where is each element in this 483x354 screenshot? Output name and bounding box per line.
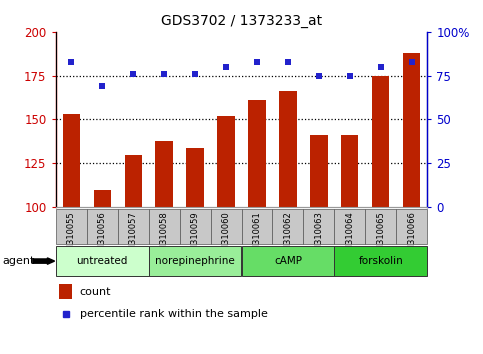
Bar <box>311 135 327 207</box>
Text: GSM310059: GSM310059 <box>190 211 199 262</box>
Bar <box>372 76 389 207</box>
Bar <box>94 190 111 207</box>
Bar <box>180 209 211 244</box>
Bar <box>217 116 235 207</box>
Bar <box>397 209 427 244</box>
Text: agent: agent <box>2 256 35 266</box>
Bar <box>56 209 86 244</box>
Text: GSM310063: GSM310063 <box>314 211 324 262</box>
Text: GSM310057: GSM310057 <box>128 211 138 262</box>
Bar <box>62 114 80 207</box>
Bar <box>303 209 334 244</box>
Bar <box>248 100 266 207</box>
Bar <box>242 209 272 244</box>
Text: GSM310058: GSM310058 <box>159 211 169 262</box>
Text: percentile rank within the sample: percentile rank within the sample <box>80 309 268 320</box>
Bar <box>334 246 427 276</box>
Bar <box>242 246 334 276</box>
Bar <box>272 209 303 244</box>
Bar <box>156 141 172 207</box>
Text: cAMP: cAMP <box>274 256 302 266</box>
Text: GSM310062: GSM310062 <box>284 211 293 262</box>
Bar <box>186 148 203 207</box>
Bar <box>366 209 397 244</box>
Text: forskolin: forskolin <box>358 256 403 266</box>
Text: norepinephrine: norepinephrine <box>155 256 235 266</box>
Bar <box>86 209 117 244</box>
Bar <box>125 154 142 207</box>
Text: GSM310055: GSM310055 <box>67 211 75 262</box>
Bar <box>149 246 242 276</box>
Bar <box>149 209 180 244</box>
Text: GSM310060: GSM310060 <box>222 211 230 262</box>
Bar <box>117 209 149 244</box>
Bar <box>403 53 421 207</box>
Text: GSM310064: GSM310064 <box>345 211 355 262</box>
Bar <box>334 209 366 244</box>
Bar <box>56 246 149 276</box>
Bar <box>341 135 358 207</box>
Text: untreated: untreated <box>76 256 128 266</box>
Text: count: count <box>80 286 111 297</box>
Text: GSM310066: GSM310066 <box>408 211 416 262</box>
Bar <box>59 284 72 299</box>
Bar <box>211 209 242 244</box>
Text: GSM310056: GSM310056 <box>98 211 107 262</box>
Bar <box>280 91 297 207</box>
Title: GDS3702 / 1373233_at: GDS3702 / 1373233_at <box>161 14 322 28</box>
Text: GSM310065: GSM310065 <box>376 211 385 262</box>
Text: GSM310061: GSM310061 <box>253 211 261 262</box>
